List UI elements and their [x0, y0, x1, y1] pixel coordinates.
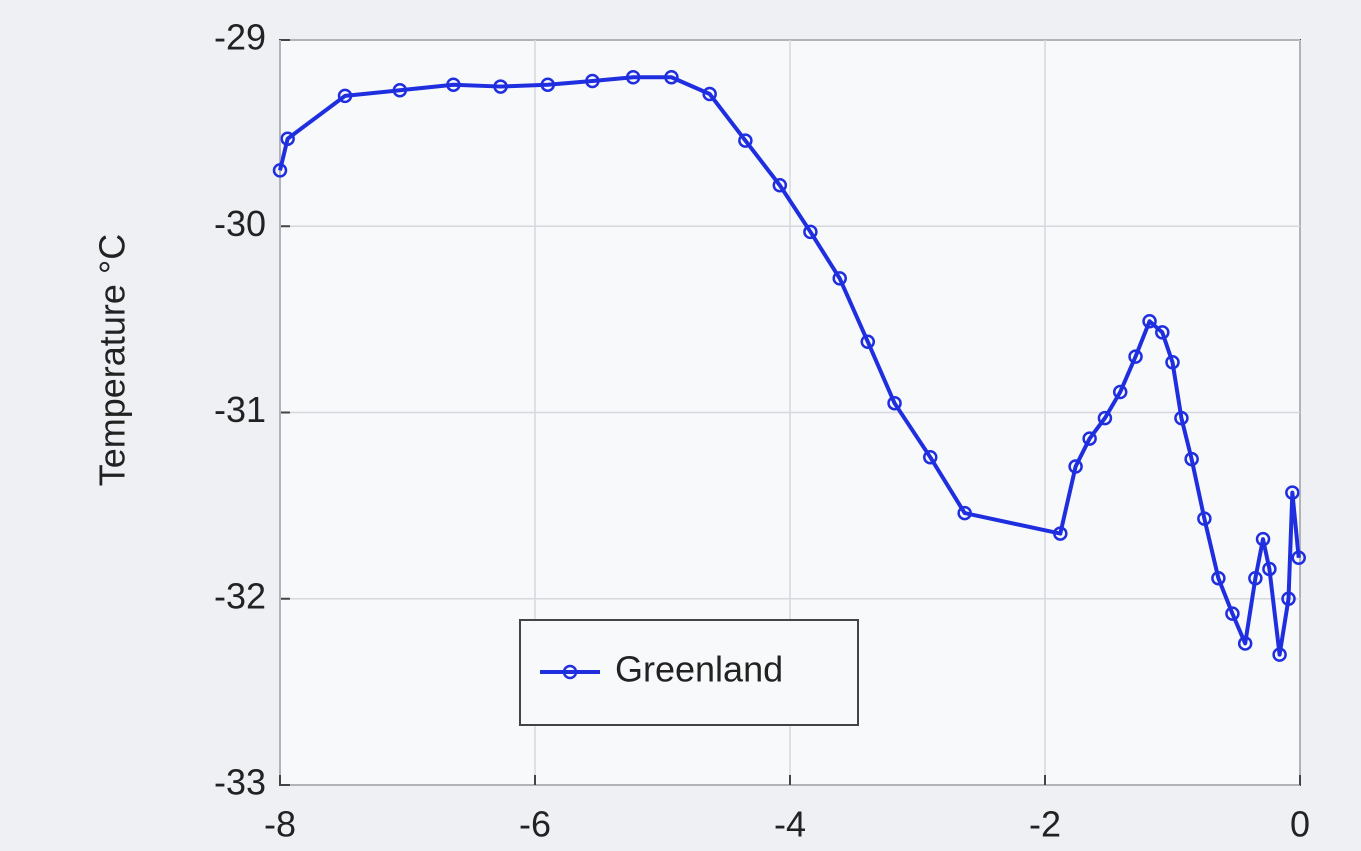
data-point: [493, 79, 508, 94]
data-point: [1225, 606, 1240, 621]
legend-label: Greenland: [615, 649, 783, 690]
data-point: [1165, 354, 1180, 370]
data-point: [1262, 561, 1277, 577]
data-point: [1174, 410, 1189, 426]
data-point: [832, 271, 847, 286]
data-point: [392, 83, 408, 98]
data-point: [772, 178, 788, 193]
y-tick-label: -30: [214, 203, 266, 244]
data-point: [887, 395, 902, 411]
data-point: [1142, 313, 1157, 329]
data-point: [860, 334, 876, 349]
data-point: [446, 77, 461, 92]
data-point: [540, 77, 555, 92]
data-point: [1272, 647, 1287, 662]
y-axis-label: Temperature °C: [92, 234, 133, 487]
data-point: [1184, 451, 1199, 467]
data-point: [1255, 531, 1271, 547]
data-point: [1237, 636, 1253, 651]
data-point: [625, 70, 641, 85]
x-tick-label: -2: [1029, 804, 1061, 845]
data-point: [1082, 431, 1097, 446]
data-point: [738, 133, 753, 148]
data-point: [1097, 410, 1113, 426]
y-tick-label: -32: [214, 575, 266, 616]
data-point: [1291, 550, 1306, 566]
x-tick-label: -6: [519, 804, 551, 845]
data-point: [923, 449, 938, 465]
x-tick-label: -4: [774, 804, 806, 845]
data-point: [702, 86, 717, 102]
y-tick-label: -29: [214, 17, 266, 58]
data-point: [1128, 349, 1143, 364]
data-line: [278, 75, 1301, 657]
data-point: [280, 131, 295, 146]
legend-marker: [562, 664, 578, 680]
data-point: [1068, 459, 1083, 474]
data-point: [1248, 571, 1263, 586]
data-point: [1053, 526, 1068, 541]
data-point: [1281, 591, 1296, 606]
data-point: [1155, 325, 1170, 340]
data-point: [1197, 511, 1212, 526]
y-tick-label: -33: [214, 762, 266, 803]
data-point: [272, 163, 288, 178]
y-tick-label: -31: [214, 389, 266, 430]
data-point: [1112, 384, 1128, 400]
data-point: [664, 70, 679, 85]
data-point: [585, 73, 600, 89]
data-point: [1211, 571, 1226, 586]
data-point: [803, 224, 818, 240]
data-point: [1285, 485, 1300, 500]
x-tick-label: -8: [264, 804, 296, 845]
data-point: [957, 505, 972, 521]
x-tick-label: 0: [1290, 804, 1310, 845]
data-point: [337, 88, 353, 104]
